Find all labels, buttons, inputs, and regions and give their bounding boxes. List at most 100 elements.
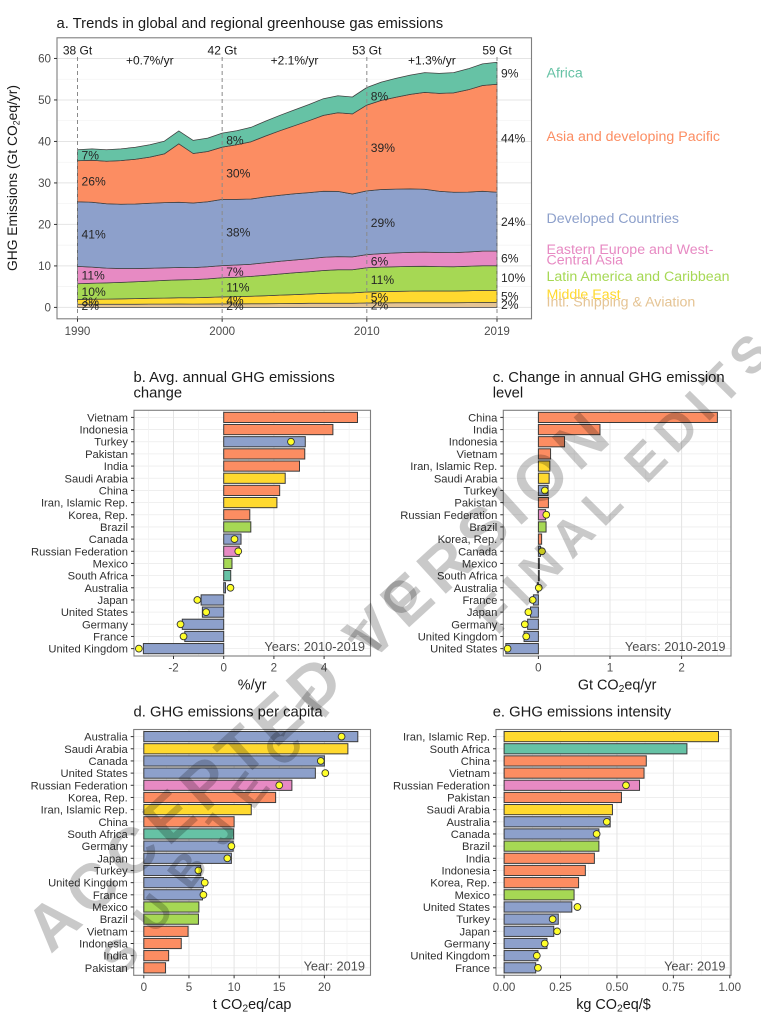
svg-text:0: 0 — [45, 302, 51, 315]
svg-text:Canada: Canada — [88, 756, 128, 768]
svg-text:France: France — [93, 890, 128, 902]
svg-text:United States: United States — [61, 607, 129, 619]
svg-text:Brazil: Brazil — [100, 914, 128, 926]
svg-text:2%: 2% — [82, 299, 100, 313]
svg-text:Russian Federation: Russian Federation — [393, 780, 490, 792]
svg-text:GHG Emissions (Gt CO2eq/yr): GHG Emissions (Gt CO2eq/yr) — [5, 85, 21, 271]
svg-text:4%: 4% — [226, 294, 244, 308]
svg-text:Canada: Canada — [451, 829, 491, 841]
svg-text:30%: 30% — [226, 166, 250, 180]
svg-text:7%: 7% — [82, 149, 100, 163]
svg-text:5: 5 — [186, 981, 192, 994]
svg-text:South Africa: South Africa — [67, 829, 128, 841]
svg-text:France: France — [93, 632, 128, 644]
svg-text:Gt CO2eq/yr: Gt CO2eq/yr — [578, 678, 657, 696]
svg-text:0.75: 0.75 — [662, 981, 685, 994]
svg-text:0.25: 0.25 — [549, 981, 572, 994]
svg-text:Eastern Europe and West-: Eastern Europe and West- — [547, 242, 714, 258]
svg-text:%/yr: %/yr — [238, 678, 267, 694]
svg-text:2019: 2019 — [484, 325, 510, 338]
svg-text:United States: United States — [423, 902, 491, 914]
svg-text:India: India — [473, 425, 498, 437]
svg-text:China: China — [99, 485, 129, 497]
svg-text:2000: 2000 — [209, 325, 235, 338]
svg-text:8%: 8% — [226, 133, 244, 147]
svg-text:South Africa: South Africa — [68, 571, 129, 583]
svg-text:United States: United States — [61, 768, 129, 780]
svg-text:Korea, Rep.: Korea, Rep. — [438, 534, 498, 546]
svg-text:Mexico: Mexico — [93, 558, 128, 570]
svg-text:3%: 3% — [82, 295, 100, 309]
svg-text:Turkey: Turkey — [94, 866, 128, 878]
svg-text:d. GHG emissions per capita: d. GHG emissions per capita — [134, 705, 324, 721]
svg-text:Pakistan: Pakistan — [454, 498, 497, 510]
svg-text:United Kingdom: United Kingdom — [410, 951, 490, 963]
svg-text:6%: 6% — [371, 254, 389, 268]
svg-text:+2.1%/yr: +2.1%/yr — [271, 54, 319, 68]
svg-text:Developed Countries: Developed Countries — [547, 211, 680, 227]
svg-text:Saudi Arabia: Saudi Arabia — [64, 744, 128, 756]
svg-text:South Africa: South Africa — [437, 571, 498, 583]
svg-text:Saudi Arabia: Saudi Arabia — [65, 473, 129, 485]
svg-text:9%: 9% — [501, 66, 519, 80]
svg-text:2: 2 — [678, 662, 684, 675]
svg-text:Vietnam: Vietnam — [456, 449, 497, 461]
svg-text:United Kingdom: United Kingdom — [418, 632, 498, 644]
svg-text:40: 40 — [38, 136, 51, 149]
svg-text:2%: 2% — [501, 298, 519, 312]
svg-text:Iran, Islamic Rep.: Iran, Islamic Rep. — [410, 461, 497, 473]
svg-text:Germany: Germany — [451, 619, 497, 631]
svg-text:10%: 10% — [501, 271, 525, 285]
svg-text:United States: United States — [430, 644, 498, 656]
svg-text:1.00: 1.00 — [719, 981, 742, 994]
svg-text:India: India — [104, 461, 129, 473]
svg-text:11%: 11% — [226, 281, 250, 295]
svg-text:4: 4 — [321, 662, 328, 675]
svg-text:0.00: 0.00 — [493, 981, 516, 994]
svg-text:Vietnam: Vietnam — [449, 768, 490, 780]
svg-text:Germany: Germany — [82, 619, 128, 631]
svg-text:Russian Federation: Russian Federation — [31, 780, 128, 792]
svg-text:Korea, Rep.: Korea, Rep. — [430, 878, 490, 890]
svg-text:level: level — [493, 385, 523, 401]
svg-text:Australia: Australia — [84, 583, 128, 595]
svg-text:Australia: Australia — [454, 583, 498, 595]
svg-text:Australia: Australia — [446, 817, 490, 829]
svg-text:11%: 11% — [371, 273, 395, 287]
svg-text:t CO2eq/cap: t CO2eq/cap — [213, 997, 292, 1015]
svg-text:Years: 2010-2019: Years: 2010-2019 — [264, 639, 365, 654]
svg-text:Intl. Shipping & Aviation: Intl. Shipping & Aviation — [547, 295, 696, 311]
svg-text:India: India — [466, 853, 491, 865]
svg-text:26%: 26% — [82, 175, 106, 189]
svg-text:20: 20 — [318, 981, 331, 994]
svg-text:India: India — [103, 951, 128, 963]
svg-text:United Kingdom: United Kingdom — [48, 644, 128, 656]
svg-text:a. Trends in global and region: a. Trends in global and regional greenho… — [57, 16, 444, 32]
svg-text:China: China — [461, 756, 491, 768]
svg-text:Turkey: Turkey — [464, 485, 498, 497]
svg-text:Russian Federation: Russian Federation — [400, 510, 497, 522]
svg-text:China: China — [98, 817, 128, 829]
svg-text:6%: 6% — [501, 252, 519, 266]
svg-text:Saudi Arabia: Saudi Arabia — [427, 805, 491, 817]
svg-text:10: 10 — [38, 260, 51, 273]
svg-text:Indonesia: Indonesia — [79, 425, 128, 437]
svg-text:38 Gt: 38 Gt — [63, 44, 93, 58]
svg-text:Latin America and Caribbean: Latin America and Caribbean — [547, 269, 730, 285]
svg-text:20: 20 — [38, 219, 51, 232]
svg-text:Japan: Japan — [467, 607, 497, 619]
svg-text:0: 0 — [535, 662, 541, 675]
svg-text:Mexico: Mexico — [462, 558, 497, 570]
svg-text:0.50: 0.50 — [606, 981, 629, 994]
svg-text:Germany: Germany — [444, 939, 490, 951]
svg-text:8%: 8% — [371, 90, 389, 104]
svg-text:Pakistan: Pakistan — [85, 963, 128, 975]
svg-text:0: 0 — [220, 662, 226, 675]
svg-text:Africa: Africa — [547, 66, 583, 82]
svg-text:50: 50 — [38, 94, 51, 107]
svg-text:South Africa: South Africa — [430, 744, 491, 756]
svg-text:2%: 2% — [226, 299, 244, 313]
svg-text:59 Gt: 59 Gt — [482, 44, 512, 58]
svg-text:Russian Federation: Russian Federation — [31, 546, 128, 558]
svg-text:44%: 44% — [501, 131, 525, 145]
